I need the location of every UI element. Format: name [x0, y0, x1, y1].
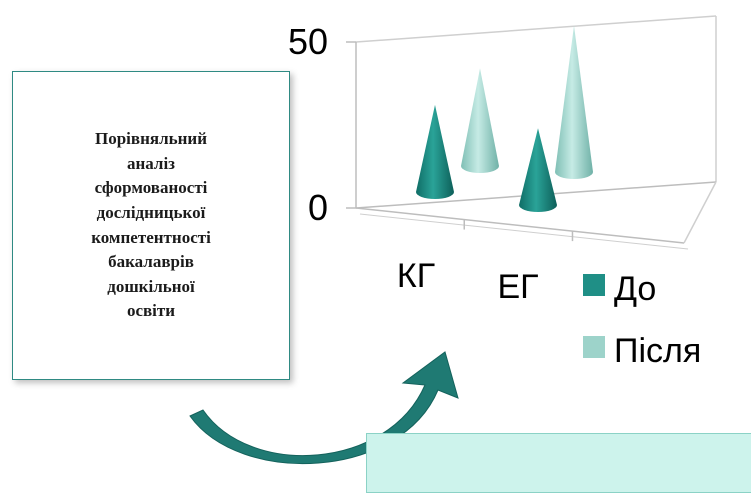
- cone-before-0: [416, 104, 454, 199]
- chart-legend: До Після: [583, 270, 701, 370]
- chart-marks: [416, 25, 593, 212]
- curved-arrow-icon: [189, 351, 459, 464]
- cone-after-0: [461, 68, 499, 173]
- floor-front-edge: [355, 207, 685, 244]
- chart-labels: 0 50 КГ ЕГ: [288, 21, 539, 306]
- y-tick-label: 50: [288, 21, 328, 62]
- cone-body: [461, 68, 499, 173]
- legend-swatch: [583, 336, 605, 358]
- legend-label: Після: [614, 332, 701, 370]
- cone-body: [555, 25, 593, 180]
- description-textbox: Порівняльний аналіз сформованості дослід…: [12, 71, 290, 380]
- cone-chart: 0 50 КГ ЕГ До Після: [288, 15, 717, 370]
- floor-front-edge-shadow: [359, 213, 689, 250]
- floor-right-edge: [683, 181, 717, 244]
- x-category-label: КГ: [397, 257, 435, 295]
- legend-label: До: [614, 270, 656, 308]
- bottom-textbox: [366, 433, 751, 493]
- description-text: Порівняльний аналіз сформованості дослід…: [91, 128, 211, 321]
- cone-before-1: [519, 128, 557, 212]
- cone-body: [519, 128, 557, 212]
- cone-body: [416, 104, 454, 199]
- legend-swatch: [583, 274, 605, 296]
- y-tick-label: 0: [308, 187, 328, 228]
- x-category-label: ЕГ: [497, 268, 538, 306]
- cone-after-1: [555, 25, 593, 180]
- back-wall-top-edge: [355, 15, 717, 43]
